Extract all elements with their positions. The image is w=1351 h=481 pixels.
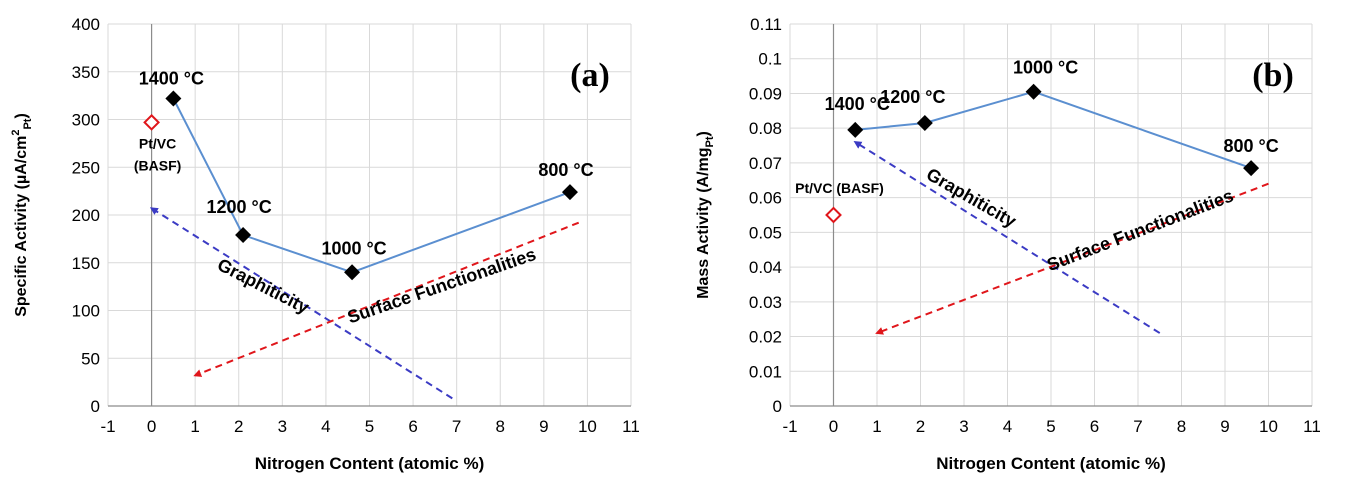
- data-point-label: 1400 °C: [139, 68, 204, 88]
- reference-point-diamond: [825, 206, 842, 224]
- y-axis-title: Specific Activity (µA/cm2Pt): [10, 113, 34, 317]
- panel-letter: (b): [1252, 57, 1294, 94]
- y-tick-label: 300: [72, 111, 100, 130]
- reference-label: Pt/VC: [139, 135, 176, 151]
- reference-label: Pt/VC (BASF): [795, 180, 884, 196]
- data-point-diamond: [344, 264, 361, 281]
- x-tick-label: -1: [100, 417, 115, 436]
- chart-panel-a: -1 0 1 2 3 4 5 6 7 8 9 10 11050100150200250300350400…: [10, 15, 640, 473]
- y-tick-label: 0.01: [749, 362, 782, 381]
- x-tick-label: 6: [1090, 417, 1099, 436]
- y-tick-label: 250: [72, 158, 100, 177]
- data-point-diamond: [165, 90, 182, 107]
- x-tick-label: 1: [190, 417, 199, 436]
- x-tick-label: 5: [365, 417, 374, 436]
- reference-point-diamond: [143, 113, 160, 131]
- x-tick-label: 0: [147, 417, 156, 436]
- x-tick-label: 10: [1259, 417, 1278, 436]
- data-point-diamond: [235, 227, 252, 244]
- y-tick-label: 150: [72, 254, 100, 273]
- data-point-diamond: [916, 114, 933, 131]
- y-axis-title: Mass Activity (A/mgPt): [695, 131, 716, 299]
- data-point-label: 1000 °C: [321, 238, 386, 258]
- x-tick-label: 4: [1003, 417, 1012, 436]
- x-tick-label: 7: [1133, 417, 1142, 436]
- x-tick-label: 2: [916, 417, 925, 436]
- x-axis-title: Nitrogen Content (atomic %): [255, 454, 485, 473]
- x-tick-label: 3: [278, 417, 287, 436]
- trend-label: Graphiticity: [214, 254, 312, 317]
- surface-functionalities-arrow: [875, 182, 1269, 335]
- y-tick-label: 350: [72, 63, 100, 82]
- panel-letter: (a): [570, 57, 610, 94]
- data-point-label: 1000 °C: [1013, 58, 1078, 78]
- x-tick-label: 5: [1046, 417, 1055, 436]
- x-tick-label: 4: [321, 417, 330, 436]
- x-tick-label: 2: [234, 417, 243, 436]
- y-tick-label: 0.02: [749, 328, 782, 347]
- data-point-label: 1200 °C: [206, 197, 271, 217]
- data-point-label: 800 °C: [1223, 136, 1278, 156]
- data-point-diamond: [561, 184, 578, 201]
- y-tick-label: 0.09: [749, 84, 782, 103]
- reference-label-line2: (BASF): [134, 157, 181, 173]
- y-tick-label: 0.07: [749, 154, 782, 173]
- x-tick-label: 6: [408, 417, 417, 436]
- x-tick-label: 9: [539, 417, 548, 436]
- y-tick-label: 0.08: [749, 119, 782, 138]
- y-tick-label: 0.04: [749, 258, 782, 277]
- x-tick-label: 11: [1303, 417, 1321, 436]
- y-tick-label: 0.06: [749, 189, 782, 208]
- chart-panel-b: -1 0 1 2 3 4 5 6 7 8 9 10 1100.010.020.030.040.050.0…: [695, 15, 1321, 473]
- y-tick-label: 0.05: [749, 223, 782, 242]
- x-tick-label: 9: [1220, 417, 1229, 436]
- trend-label: Surface Functionalities: [1044, 185, 1236, 275]
- surface-functionalities-arrow: [193, 221, 580, 377]
- y-tick-label: 0.1: [758, 50, 782, 69]
- y-tick-label: 50: [81, 349, 100, 368]
- x-tick-label: -1: [782, 417, 797, 436]
- x-axis-title: Nitrogen Content (atomic %): [936, 454, 1166, 473]
- x-tick-label: 1: [872, 417, 881, 436]
- series-line: [855, 90, 1252, 170]
- y-tick-label: 400: [72, 15, 100, 34]
- x-tick-label: 0: [829, 417, 838, 436]
- y-tick-label: 200: [72, 206, 100, 225]
- data-point-label: 800 °C: [538, 160, 593, 180]
- y-tick-label: 0: [773, 397, 782, 416]
- x-tick-label: 3: [959, 417, 968, 436]
- y-tick-label: 0.03: [749, 293, 782, 312]
- data-point-label: 1200 °C: [880, 87, 945, 107]
- y-tick-label: 100: [72, 302, 100, 321]
- x-tick-label: 8: [496, 417, 505, 436]
- y-tick-label: 0: [91, 397, 100, 416]
- x-tick-label: 10: [578, 417, 597, 436]
- x-tick-label: 7: [452, 417, 461, 436]
- data-point-diamond: [1025, 83, 1042, 100]
- data-point-label: 1400 °C: [825, 94, 890, 114]
- x-tick-label: 11: [622, 417, 640, 436]
- y-tick-label: 0.11: [750, 15, 782, 34]
- data-point-diamond: [847, 121, 864, 138]
- series-line: [172, 98, 571, 274]
- x-tick-label: 8: [1177, 417, 1186, 436]
- data-point-diamond: [1243, 160, 1260, 177]
